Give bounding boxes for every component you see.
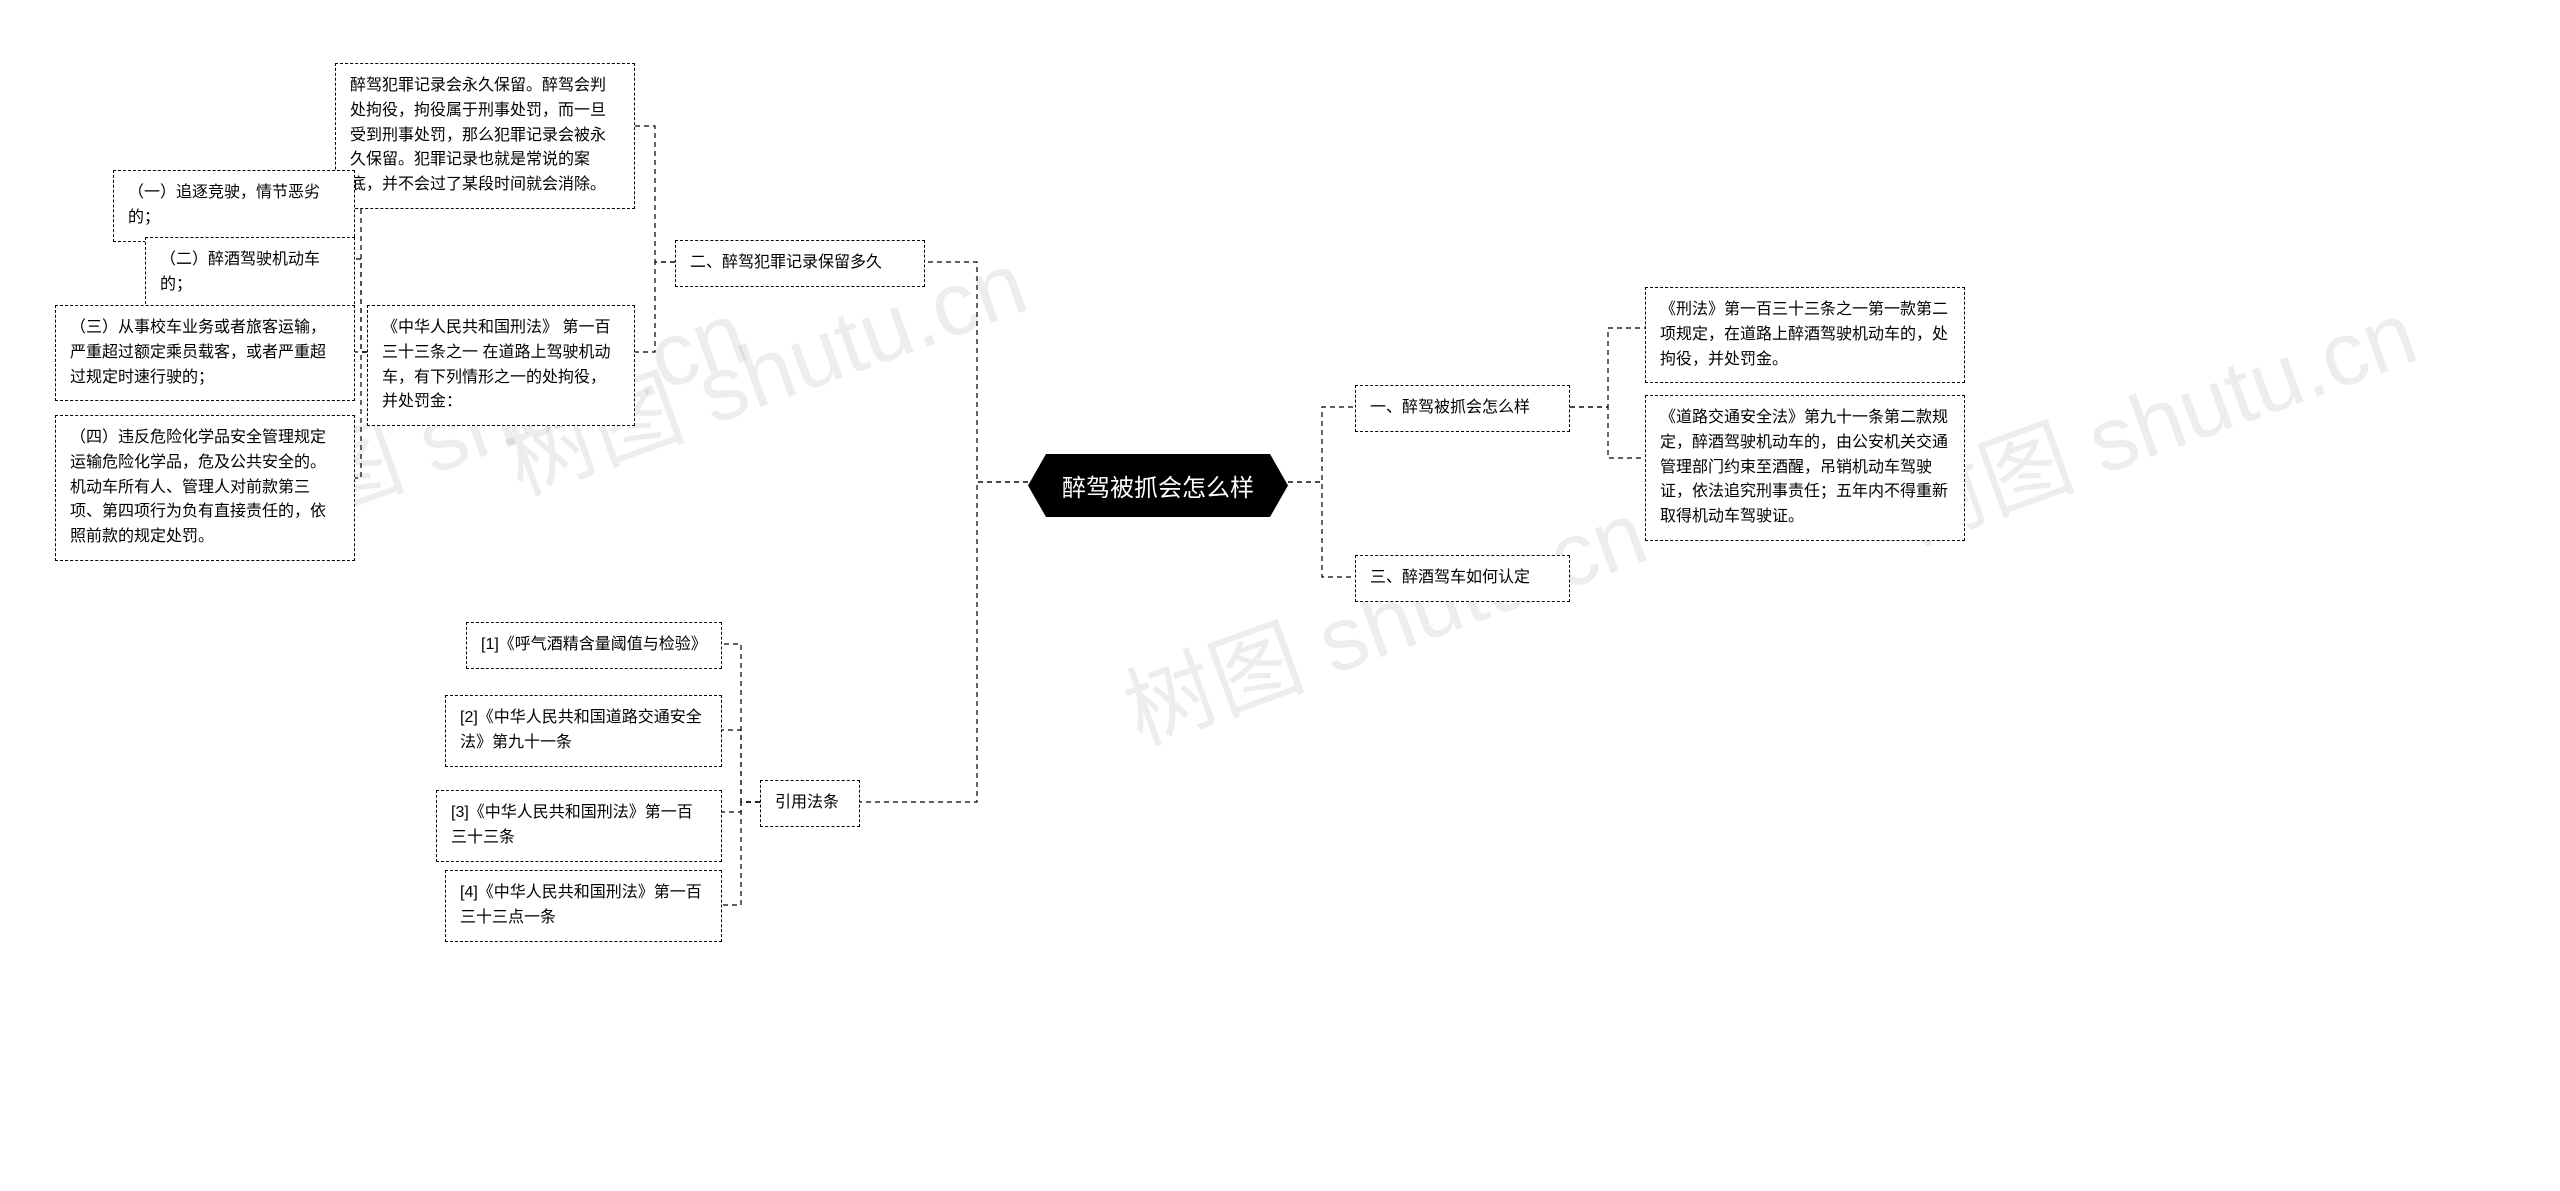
branch-l2: 引用法条 xyxy=(760,780,860,827)
leaf-l2c: [3]《中华人民共和国刑法》第一百三十三条 xyxy=(436,790,722,862)
leaf-l2b: [2]《中华人民共和国道路交通安全法》第九十一条 xyxy=(445,695,722,767)
branch-r1: 一、醉驾被抓会怎么样 xyxy=(1355,385,1570,432)
leaf-l1b4: （四）违反危险化学品安全管理规定运输危险化学品，危及公共安全的。机动车所有人、管… xyxy=(55,415,355,561)
leaf-l2a: [1]《呼气酒精含量阈值与检验》 xyxy=(466,622,722,669)
leaf-r1b: 《道路交通安全法》第九十一条第二款规定，醉酒驾驶机动车的，由公安机关交通管理部门… xyxy=(1645,395,1965,541)
leaf-l1b3: （三）从事校车业务或者旅客运输，严重超过额定乘员载客，或者严重超过规定时速行驶的… xyxy=(55,305,355,401)
branch-l1: 二、醉驾犯罪记录保留多久 xyxy=(675,240,925,287)
branch-l1b: 《中华人民共和国刑法》 第一百三十三条之一 在道路上驾驶机动车，有下列情形之一的… xyxy=(367,305,635,426)
mindmap-root: 醉驾被抓会怎么样 xyxy=(1028,454,1288,517)
leaf-l2d: [4]《中华人民共和国刑法》第一百三十三点一条 xyxy=(445,870,722,942)
leaf-l1a: 醉驾犯罪记录会永久保留。醉驾会判处拘役，拘役属于刑事处罚，而一旦受到刑事处罚，那… xyxy=(335,63,635,209)
branch-r2: 三、醉酒驾车如何认定 xyxy=(1355,555,1570,602)
leaf-l1b2: （二）醉酒驾驶机动车的； xyxy=(145,237,355,309)
leaf-r1a: 《刑法》第一百三十三条之一第一款第二项规定，在道路上醉酒驾驶机动车的，处拘役，并… xyxy=(1645,287,1965,383)
leaf-l1b1: （一）追逐竞驶，情节恶劣的； xyxy=(113,170,355,242)
